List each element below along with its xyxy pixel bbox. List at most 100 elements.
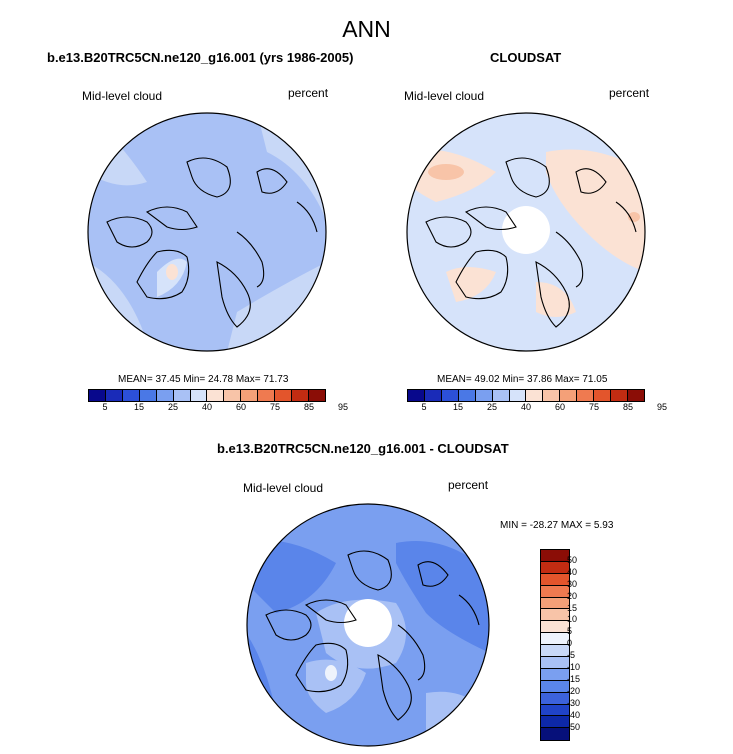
panel-1-colorbar-ticks: 5 15 25 40 60 75 85 95 bbox=[88, 402, 348, 414]
panel-2-colorbar-cells bbox=[407, 389, 645, 402]
colorbar-tick-label: -15 bbox=[567, 673, 581, 684]
colorbar-tick-label: 85 bbox=[303, 402, 315, 412]
colorbar-tick-label: 20 bbox=[567, 590, 578, 601]
panel-2-warm-spot bbox=[428, 164, 464, 180]
colorbar-tick-label: 40 bbox=[567, 566, 578, 577]
panel-2-missing-pole bbox=[502, 206, 550, 254]
panel-1-polar-map bbox=[87, 112, 327, 352]
panel-2-colorbar: 5 15 25 40 60 75 85 95 bbox=[407, 389, 667, 414]
colorbar-tick-label: 0 bbox=[567, 638, 573, 649]
colorbar-tick-label: 40 bbox=[520, 402, 532, 412]
panel-2-title: CLOUDSAT bbox=[490, 50, 562, 65]
colorbar-tick-label: 15 bbox=[567, 602, 578, 613]
colorbar-swatch bbox=[458, 390, 476, 401]
panel-1-max-spot bbox=[166, 264, 178, 280]
colorbar-swatch bbox=[258, 390, 276, 401]
colorbar-tick-label: -10 bbox=[567, 662, 581, 672]
colorbar-tick-label: 95 bbox=[656, 402, 668, 412]
colorbar-swatch bbox=[541, 728, 569, 741]
panel-2-variable-label: Mid-level cloud bbox=[404, 89, 485, 103]
panel-3-colorbar-cells bbox=[540, 549, 570, 742]
colorbar-tick-label: 75 bbox=[588, 402, 600, 412]
colorbar-tick-label: -20 bbox=[567, 685, 581, 696]
panel-3-colorbar-ticks: 50 40 30 20 15 10 5 0 -5 -10 -15 -20 -30 -40 -50 bbox=[567, 549, 597, 749]
colorbar-swatch bbox=[509, 390, 527, 401]
panel-3-units-label: percent bbox=[448, 478, 489, 492]
colorbar-tick-label: 5 bbox=[421, 402, 427, 412]
panel-2-polar-map bbox=[406, 112, 646, 352]
panel-1-title: b.e13.B20TRC5CN.ne120_g16.001 (yrs 1986-… bbox=[47, 50, 354, 65]
colorbar-tick-label: 95 bbox=[337, 402, 349, 412]
colorbar-swatch bbox=[122, 390, 140, 401]
colorbar-swatch bbox=[541, 716, 569, 729]
colorbar-tick-label: -50 bbox=[567, 721, 581, 732]
colorbar-tick-label: -40 bbox=[567, 709, 581, 720]
panel-3-dark-region bbox=[247, 540, 336, 613]
colorbar-tick-label: 25 bbox=[167, 402, 179, 412]
panel-1-colorbar: 5 15 25 40 60 75 85 95 bbox=[88, 389, 348, 414]
colorbar-swatch bbox=[541, 657, 569, 669]
panel-2-warm-region bbox=[546, 149, 645, 272]
colorbar-swatch bbox=[408, 390, 425, 401]
colorbar-swatch bbox=[594, 390, 612, 401]
colorbar-swatch bbox=[541, 680, 569, 693]
colorbar-swatch bbox=[541, 621, 569, 634]
colorbar-swatch bbox=[560, 390, 578, 401]
colorbar-swatch bbox=[577, 390, 595, 401]
panel-2-warm-region bbox=[536, 282, 576, 317]
colorbar-swatch bbox=[224, 390, 242, 401]
colorbar-tick-label: 15 bbox=[133, 402, 145, 412]
colorbar-swatch bbox=[541, 645, 569, 658]
colorbar-tick-label: 5 bbox=[102, 402, 108, 412]
colorbar-swatch bbox=[627, 390, 644, 401]
colorbar-swatch bbox=[292, 390, 309, 401]
colorbar-tick-label: 75 bbox=[269, 402, 281, 412]
colorbar-swatch bbox=[105, 390, 123, 401]
colorbar-swatch bbox=[541, 561, 569, 574]
panel-2-coastlines bbox=[425, 157, 637, 328]
panel-1-colorbar-cells bbox=[88, 389, 326, 402]
colorbar-tick-label: 30 bbox=[567, 578, 578, 589]
colorbar-swatch bbox=[541, 585, 569, 598]
colorbar-swatch bbox=[275, 390, 293, 401]
panel-3-map-border bbox=[246, 503, 490, 747]
colorbar-swatch bbox=[543, 390, 561, 401]
panel-3-missing-pole bbox=[344, 599, 392, 647]
colorbar-swatch bbox=[541, 597, 569, 610]
panel-3-light-region bbox=[306, 659, 366, 713]
colorbar-swatch bbox=[241, 390, 259, 401]
colorbar-swatch bbox=[541, 573, 569, 586]
colorbar-tick-label: 60 bbox=[235, 402, 247, 412]
panel-3-coastlines bbox=[265, 550, 480, 721]
colorbar-swatch bbox=[611, 390, 628, 401]
panel-2-map-border bbox=[406, 112, 646, 352]
colorbar-tick-label: -5 bbox=[567, 650, 576, 661]
panel-1-stats: MEAN= 37.45 Min= 24.78 Max= 71.73 bbox=[118, 374, 289, 385]
panel-2-colorbar-ticks: 5 15 25 40 60 75 85 95 bbox=[407, 402, 667, 414]
colorbar-swatch bbox=[475, 390, 493, 401]
colorbar-swatch bbox=[492, 390, 510, 401]
colorbar-swatch bbox=[139, 390, 157, 401]
panel-2-warm-region bbox=[446, 267, 496, 302]
panel-1-variable-label: Mid-level cloud bbox=[82, 89, 163, 103]
panel-3-stats: MIN = -28.27 MAX = 5.93 bbox=[500, 520, 614, 531]
panel-1-units-label: percent bbox=[288, 86, 329, 100]
colorbar-swatch bbox=[541, 633, 569, 646]
colorbar-swatch bbox=[190, 390, 208, 401]
colorbar-tick-label: -30 bbox=[567, 697, 581, 708]
colorbar-tick-label: 40 bbox=[201, 402, 213, 412]
panel-2-units-label: percent bbox=[609, 86, 650, 100]
colorbar-tick-label: 15 bbox=[452, 402, 464, 412]
panel-2-stats: MEAN= 49.02 Min= 37.86 Max= 71.05 bbox=[437, 374, 608, 385]
colorbar-swatch bbox=[308, 390, 325, 401]
colorbar-tick-label: 60 bbox=[554, 402, 566, 412]
colorbar-swatch bbox=[526, 390, 544, 401]
panel-3-polar-map bbox=[246, 503, 490, 747]
colorbar-swatch bbox=[541, 704, 569, 717]
colorbar-tick-label: 5 bbox=[567, 626, 573, 637]
panel-3-colorbar bbox=[540, 549, 570, 742]
colorbar-tick-label: 25 bbox=[486, 402, 498, 412]
colorbar-swatch bbox=[173, 390, 191, 401]
colorbar-swatch bbox=[156, 390, 174, 401]
colorbar-tick-label: 10 bbox=[567, 614, 578, 625]
